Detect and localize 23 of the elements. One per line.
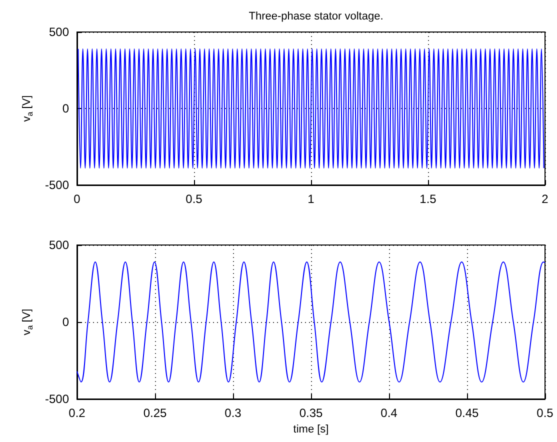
x-tick-label: 0.4 — [380, 406, 398, 420]
y-tick-label: 0 — [62, 102, 70, 116]
y-tick-label: -500 — [44, 392, 70, 406]
x-tick-label: 0.5 — [186, 192, 203, 206]
x-tick-label: 0.35 — [299, 406, 323, 420]
x-tick-label: 0.45 — [455, 406, 479, 420]
x-tick-label: 0.3 — [224, 406, 242, 420]
chart-title: Three-phase stator voltage. — [248, 10, 384, 22]
x-tick-label: 0.2 — [68, 406, 86, 420]
y-tick-label: 0 — [62, 315, 70, 329]
x-tick-label: 0 — [74, 192, 81, 206]
y-axis-title: va [V] — [21, 95, 35, 122]
x-tick-label: 1 — [308, 192, 315, 206]
x-tick-label: 0.25 — [143, 406, 167, 420]
x-tick-label: 1.5 — [420, 192, 437, 206]
x-axis-title: time [s] — [293, 423, 329, 436]
y-axis-title: va [V] — [21, 308, 35, 336]
x-tick-label: 2 — [542, 192, 549, 206]
y-tick-label: 500 — [48, 238, 70, 252]
x-tick-label: 0.5 — [536, 406, 554, 420]
line-series — [76, 261, 546, 383]
y-tick-label: -500 — [44, 178, 70, 192]
y-tick-label: 500 — [48, 25, 70, 39]
